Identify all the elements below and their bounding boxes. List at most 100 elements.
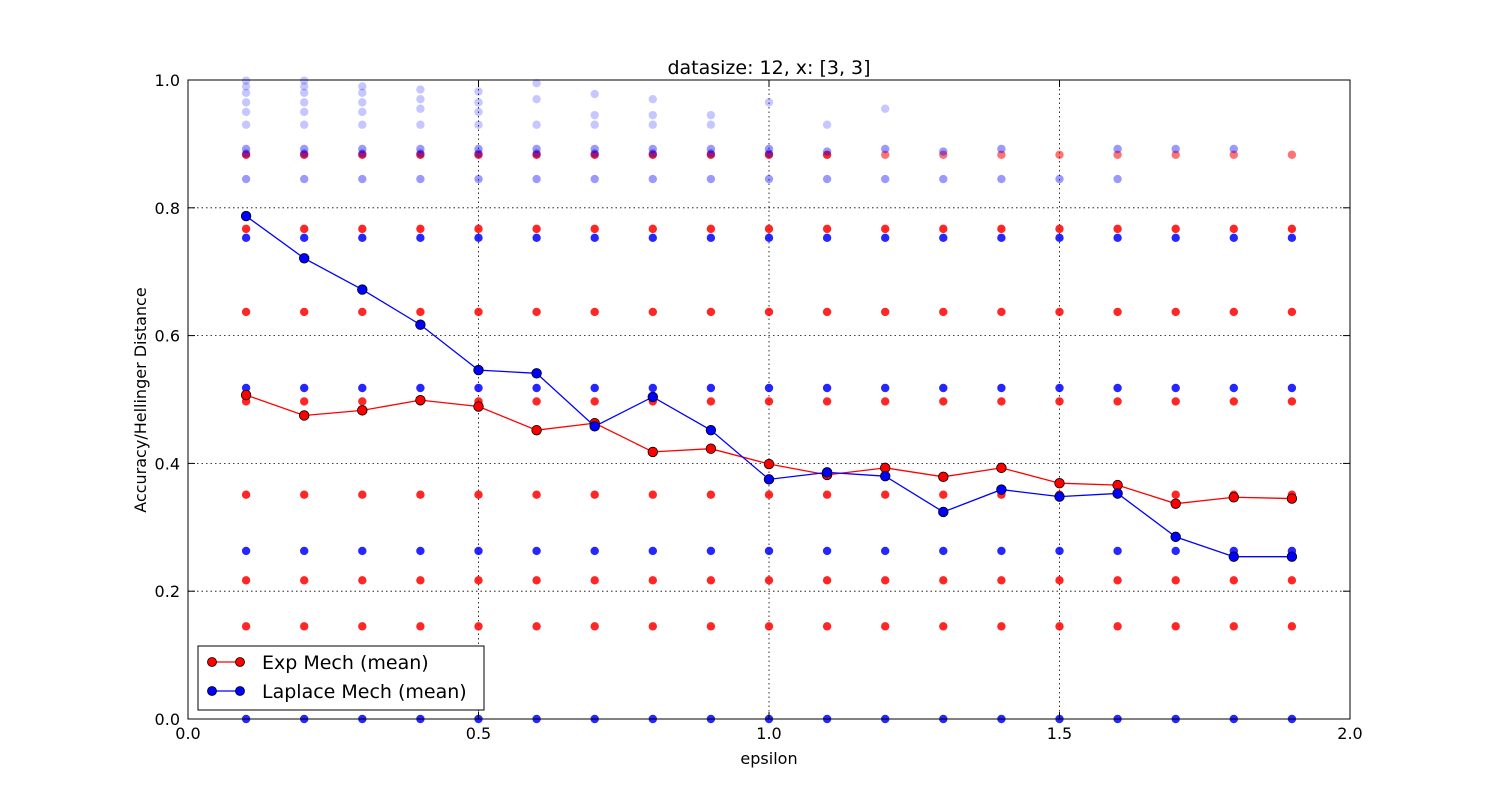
scatter-sample-point [939,383,948,393]
scatter-sample-point [590,120,599,129]
scatter-sample-point [881,150,890,159]
scatter-sample-point [648,576,657,585]
scatter-sample-point [881,144,890,154]
scatter-sample-point [1229,144,1239,154]
scatter-sample-point [358,107,367,117]
scatter-sample-point [416,307,425,317]
scatter-sample-point [822,120,832,129]
scatter-sample-point [241,174,251,184]
scatter-sample-point [764,224,774,234]
scatter-sample-point [1171,622,1180,631]
scatter-sample-point [474,622,483,631]
scatter-sample-point [590,622,599,631]
x-tick-label: 1.0 [756,724,781,743]
scatter-sample-point [300,307,309,317]
scatter-sample-point [822,576,832,585]
scatter-sample-point [358,149,367,158]
scatter-sample-point [300,546,309,556]
scatter-sample-point [590,233,599,243]
scatter-sample-point [358,307,367,317]
scatter-sample-point [1113,622,1122,631]
scatter-sample-point [706,307,716,317]
scatter-sample-point [881,104,890,113]
scatter-sample-point [939,622,948,631]
mean-point-exp [1170,498,1181,509]
scatter-sample-point [1055,150,1064,159]
scatter-sample-point [1229,397,1239,406]
mean-point-laplace [357,284,368,295]
scatter-sample-point [590,174,599,184]
scatter-sample-point [764,98,774,107]
scatter-sample-point [1171,144,1180,154]
scatter-sample-point [764,233,774,243]
scatter-sample-point [1171,224,1180,234]
scatter-sample-point [532,149,541,158]
scatter-sample-point [997,150,1006,159]
scatter-sample-point [706,622,716,631]
scatter-sample-point [822,490,832,499]
scatter-sample-point [241,224,251,234]
scatter-sample-point [358,174,367,184]
scatter-sample-point [764,174,774,184]
scatter-sample-point [241,490,251,499]
scatter-sample-point [939,576,948,585]
mean-point-laplace [821,467,833,478]
scatter-sample-point [1113,224,1122,234]
scatter-sample-point [416,174,425,184]
scatter-sample-point [358,233,367,243]
scatter-sample-point [1055,383,1064,393]
scatter-sample-point [1229,307,1239,317]
scatter-sample-point [822,147,832,156]
scatter-sample-point [590,383,599,393]
scatter-sample-point [532,224,541,234]
scatter-sample-point [474,107,483,117]
mean-lines-layer [240,210,1298,562]
scatter-sample-point [881,233,890,243]
scatter-sample-point [241,150,251,159]
scatter-sample-point [590,307,599,317]
scatter-sample-point [997,546,1006,556]
scatter-sample-point [1171,546,1180,556]
mean-point-laplace [647,391,659,403]
legend-label-laplace: Laplace Mech (mean) [262,681,467,703]
mean-point-laplace [1112,488,1123,499]
scatter-sample-point [300,88,309,97]
scatter-sample-point [1171,397,1180,406]
scatter-sample-point [997,307,1006,317]
scatter-sample-point [1287,622,1297,631]
scatter-sample-point [939,307,948,317]
scatter-sample-point [241,88,251,97]
scatter-sample-point [358,150,367,159]
scatter-sample-point [1229,576,1239,585]
mean-point-exp [1228,492,1240,503]
scatter-sample-point [241,107,251,117]
scatter-sample-point [300,622,309,631]
scatter-sample-point [1229,383,1239,393]
scatter-sample-point [1055,233,1064,243]
scatter-sample-point [997,383,1006,393]
scatter-sample-point [241,149,251,158]
scatter-sample-point [764,149,774,158]
scatter-sample-point [1113,546,1122,556]
scatter-sample-point [706,383,716,393]
scatter-sample-point [358,546,367,556]
scatter-sample-point [474,224,483,234]
scatter-sample-point [300,233,309,243]
scatter-sample-point [300,82,309,91]
scatter-sample-point [590,89,599,99]
scatter-sample-point [474,307,483,317]
mean-point-laplace [880,470,891,482]
mean-point-exp [299,410,310,421]
scatter-sample-point [822,150,832,159]
scatter-sample-point [706,546,716,556]
mean-point-exp [938,471,949,483]
scatter-sample-point [532,174,541,184]
mean-point-laplace [705,424,717,436]
scatter-sample-point [1113,144,1122,154]
legend-marker-laplace [235,686,245,696]
scatter-sample-point [416,546,425,556]
scatter-sample-point [1287,383,1297,393]
legend-label-exp: Exp Mech (mean) [262,652,429,674]
scatter-sample-point [764,307,774,317]
scatter-sample-point [706,174,716,184]
